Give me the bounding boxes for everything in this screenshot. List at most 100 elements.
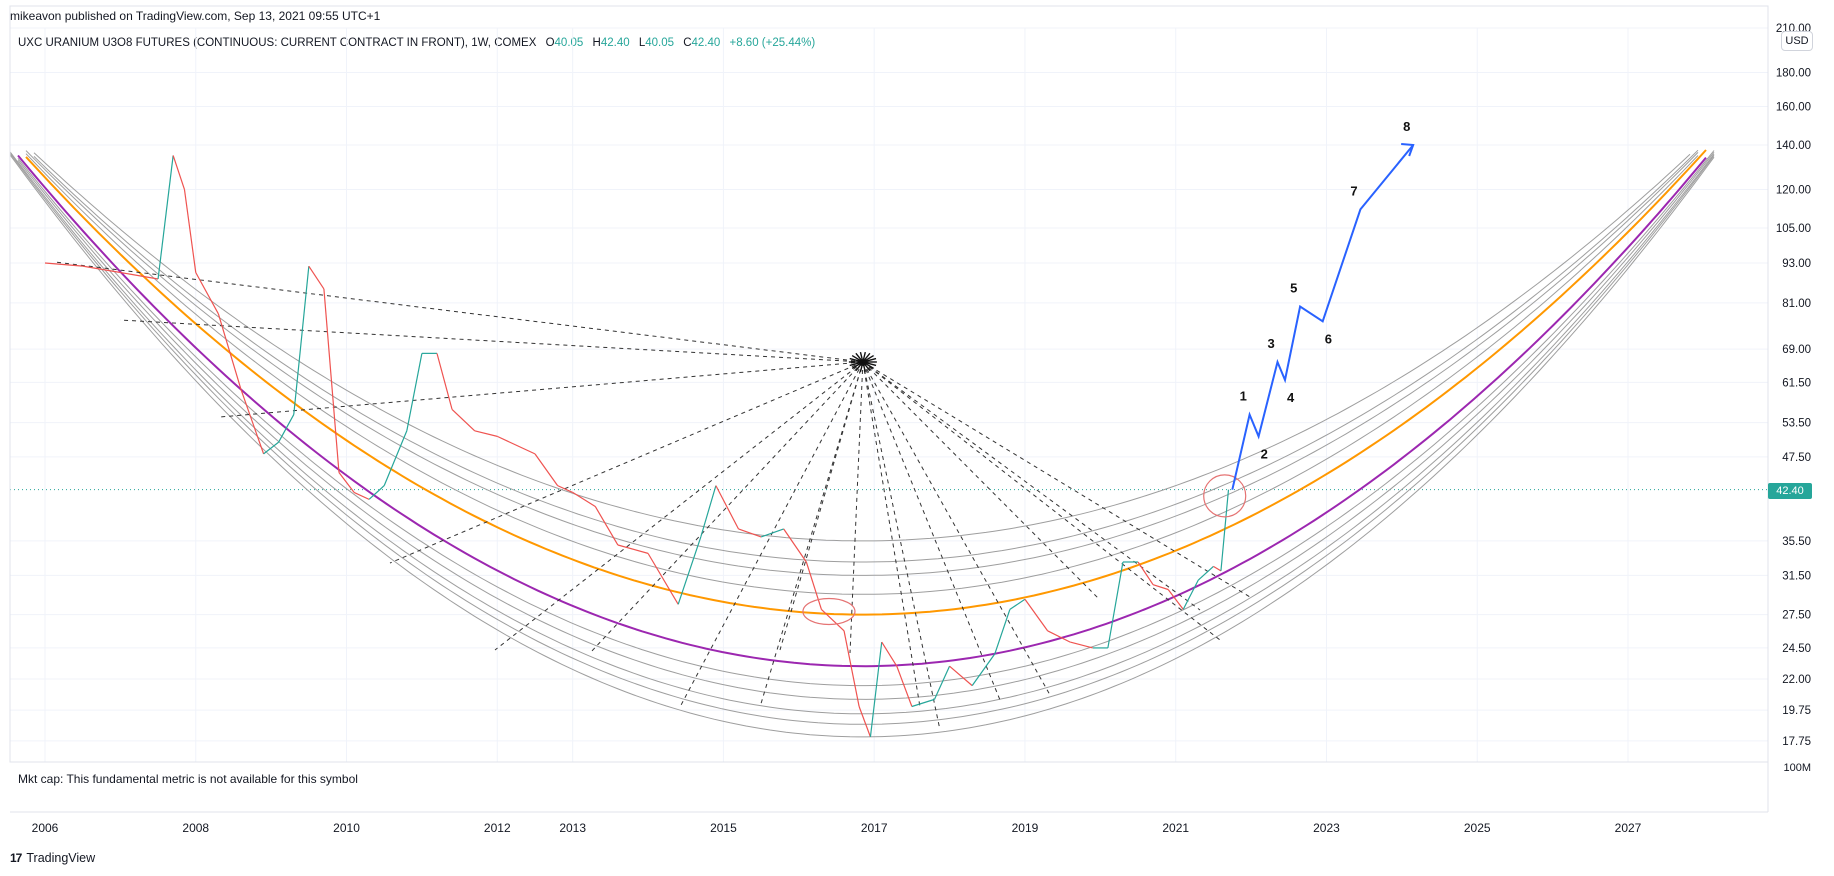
price-bar [821,608,845,632]
price-bar [263,441,280,455]
price-bar [1220,489,1230,571]
fan-hub-spoke [851,354,864,363]
y-tick-label: 81.00 [1782,298,1811,310]
fan-arc [25,150,1699,576]
price-bar [1213,565,1222,572]
price-bar [278,414,295,443]
axes: 2006 2008 2010 2012 2013 2015 2017 2019 2021 2023… [9,5,1811,835]
price-bar [783,528,807,563]
price-bar [869,642,883,737]
fan-line [589,361,864,654]
price-bar [293,266,310,415]
fan-hub-spoke [855,352,864,363]
wave-label: 6 [1325,331,1332,346]
x-tick-label: 2019 [1012,821,1039,835]
price-bar [217,313,242,390]
price-bar [647,553,679,605]
price-bar [534,453,559,486]
fan-hub-spoke [862,361,871,372]
fan-line [862,361,941,731]
fan-line [759,361,864,708]
y-tick-label: 105.00 [1776,223,1811,235]
y-tick-label: 61.50 [1782,377,1811,389]
fan-arc [33,152,1691,542]
y-tick-label: 47.50 [1782,452,1811,464]
low-label: L [638,37,646,49]
price-bar [911,698,935,708]
close-value: 42.40 [691,37,721,49]
fan-line [389,361,864,564]
y-tick-label: 35.50 [1782,536,1811,548]
highlight-circle [802,597,856,626]
fan-arc [9,152,1715,725]
price-bar [436,353,453,410]
footer-branding[interactable]: 17 TradingView [10,851,95,865]
y-tick-label: 93.00 [1782,258,1811,270]
annotations: 1 2 3 4 5 6 7 8 [802,119,1415,626]
price-bar [881,641,898,667]
y-tick-label: 160.00 [1776,101,1811,113]
x-tick-label: 2025 [1464,821,1491,835]
price-bar [1152,584,1169,591]
y-tick-label: 120.00 [1776,184,1811,196]
plot-frame [9,5,1769,763]
y-tick-label: 140.00 [1776,140,1811,152]
y-tick-label: 19.75 [1782,705,1811,717]
x-tick-label: 2027 [1615,821,1642,835]
price-bar [44,262,83,267]
price-bar [971,653,996,686]
x-tick-label: 2010 [333,821,360,835]
highlight-circle [1203,474,1247,518]
price-bar [338,472,355,493]
fan-line [494,361,864,651]
price-bar [1182,579,1199,610]
fan-arcs [9,149,1715,738]
price-bar [617,544,649,554]
market-cap-note: Mkt cap: This fundamental metric is not … [18,772,358,786]
price-bar [323,288,340,473]
fan-arc [9,154,1715,738]
price-bar [594,506,619,546]
x-tick-label: 2017 [861,821,888,835]
price-bar [843,630,860,707]
low-value: 40.05 [645,37,674,49]
x-tick-label: 2021 [1162,821,1189,835]
last-price-badge: 42.40 [1768,483,1812,499]
fan-arc [9,151,1715,715]
fan-line [862,361,1221,641]
price-bar [1197,565,1214,581]
price-bar [572,491,596,507]
price-bar [1167,589,1184,610]
price-bar [1047,630,1071,643]
x-tick-label: 2012 [484,821,511,835]
wave-label: 3 [1267,336,1274,351]
price-bar [368,485,385,500]
price-bar [700,485,717,538]
fan-arc [17,150,1715,687]
price-series [44,155,1230,738]
currency-button[interactable]: USD [1781,31,1813,51]
price-bar [1137,561,1154,586]
price-bar [82,265,121,274]
fan-hub-spoke [859,361,864,372]
fan-line [862,361,1201,611]
price-bar [738,528,762,538]
high-label: H [592,37,601,49]
close-label: C [683,37,692,49]
price-bar [474,430,498,437]
price-bar [1024,598,1049,632]
fan-line [862,361,1001,701]
price-bar [353,491,370,500]
x-tick-label: 2008 [182,821,209,835]
brand-name: TradingView [26,851,96,865]
price-bar [933,665,951,700]
price-bar [497,435,536,455]
price-bar [1070,641,1093,649]
price-bar [677,536,702,605]
purple-arc [17,154,1707,668]
y-tick-label: 180.00 [1776,67,1811,79]
y-tick-label: 31.50 [1782,570,1811,582]
wave-label: 5 [1290,280,1297,295]
price-bar [805,561,822,610]
